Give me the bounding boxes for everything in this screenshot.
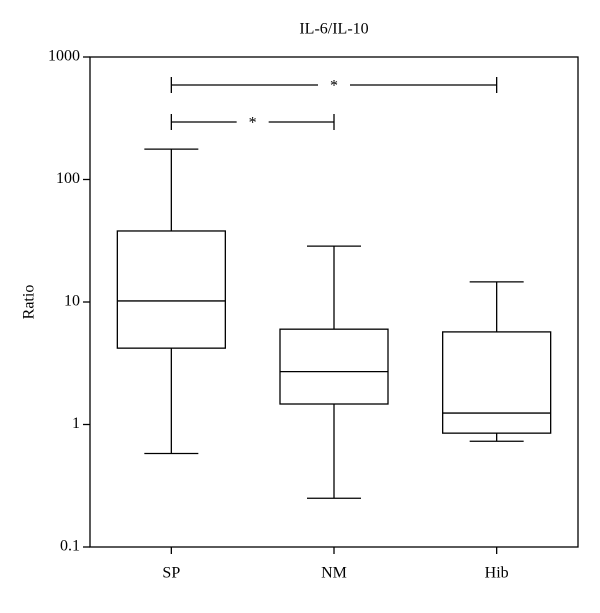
y-axis-label: Ratio — [21, 285, 38, 320]
y-tick-label: 10 — [64, 293, 80, 310]
significance-label: * — [330, 78, 338, 95]
y-tick-label: 100 — [56, 170, 80, 187]
significance-label: * — [249, 115, 257, 132]
box — [279, 328, 389, 405]
y-tick-label: 1000 — [48, 48, 80, 65]
x-tick-label: Hib — [485, 565, 509, 582]
box — [116, 230, 226, 349]
box — [442, 331, 552, 434]
y-tick-label: 0.1 — [60, 538, 80, 555]
y-tick-label: 1 — [72, 415, 80, 432]
chart-title: IL-6/IL-10 — [299, 21, 368, 38]
x-tick-label: NM — [321, 565, 347, 582]
x-tick-label: SP — [162, 565, 180, 582]
